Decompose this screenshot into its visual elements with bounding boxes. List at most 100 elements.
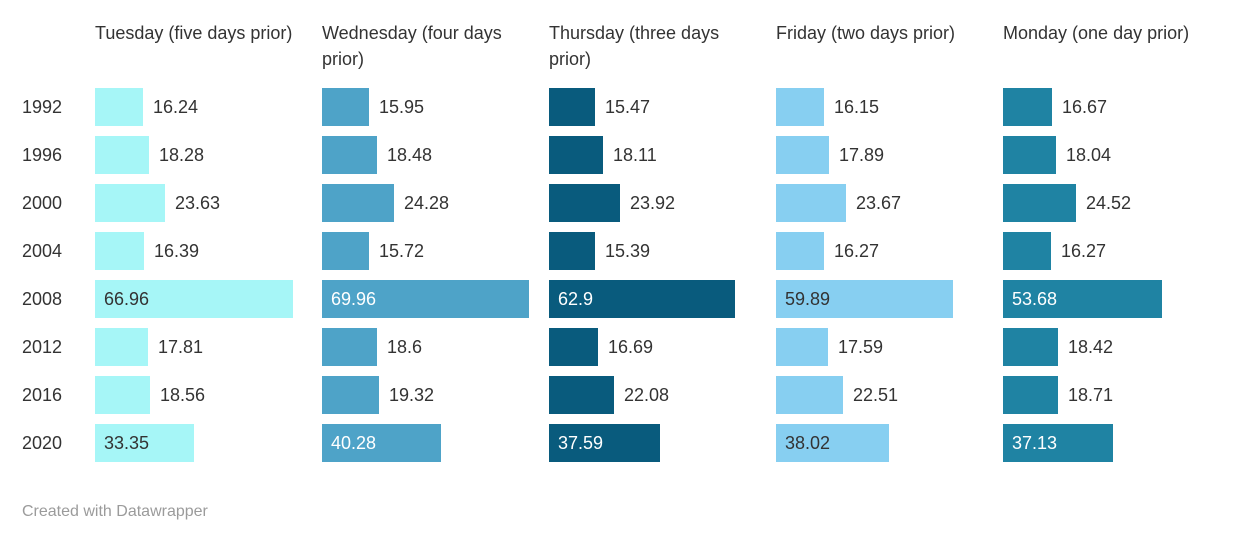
bar — [95, 376, 150, 414]
bar-cell: 23.67 — [776, 184, 1003, 222]
bar-cell: 17.89 — [776, 136, 1003, 174]
bar-cell: 40.28 — [322, 424, 549, 462]
bar — [1003, 280, 1162, 318]
bar-value-label: 17.59 — [838, 337, 884, 357]
bar-value-label: 18.48 — [387, 145, 433, 165]
row-label-year: 2012 — [22, 337, 63, 357]
bar-value-label: 24.52 — [1086, 193, 1132, 213]
row-label-year: 2020 — [22, 433, 63, 453]
bar-value-label: 16.69 — [608, 337, 654, 357]
bar-cell: 59.89 — [776, 280, 1003, 318]
bar-cell: 22.08 — [549, 376, 776, 414]
bar-value-label: 18.04 — [1066, 145, 1112, 165]
bar-cell: 16.27 — [1003, 232, 1230, 270]
bar-value-label: 66.96 — [104, 289, 150, 309]
bar — [776, 376, 843, 414]
bar — [1003, 328, 1058, 366]
row-label-year: 2000 — [22, 193, 63, 213]
bar-cell: 24.28 — [322, 184, 549, 222]
bar — [549, 232, 595, 270]
column-header: Wednesday (four days prior) — [322, 23, 502, 69]
bar — [776, 136, 829, 174]
bar-cell: 33.35 — [95, 424, 322, 462]
row-label-year: 2016 — [22, 385, 63, 405]
bar — [776, 232, 824, 270]
bar — [549, 328, 598, 366]
bar-value-label: 40.28 — [331, 433, 377, 453]
column-header: Monday (one day prior) — [1003, 23, 1190, 43]
bar-cell: 16.67 — [1003, 88, 1230, 126]
bar — [1003, 376, 1058, 414]
bar-value-label: 17.81 — [158, 337, 204, 357]
bar-value-label: 22.51 — [853, 385, 899, 405]
bar-value-label: 62.9 — [558, 289, 594, 309]
bar — [549, 88, 595, 126]
bar-value-label: 18.6 — [387, 337, 423, 357]
bar-value-label: 16.67 — [1062, 97, 1108, 117]
bar — [322, 328, 377, 366]
bar — [776, 280, 953, 318]
bar-value-label: 23.92 — [630, 193, 676, 213]
bar-cell: 62.9 — [549, 280, 776, 318]
bar-value-label: 59.89 — [785, 289, 831, 309]
bar-cell: 16.39 — [95, 232, 322, 270]
bar-cell: 18.6 — [322, 328, 549, 366]
bar — [549, 424, 660, 462]
bar-cell: 18.11 — [549, 136, 776, 174]
bar-cell: 18.71 — [1003, 376, 1230, 414]
bar-value-label: 15.47 — [605, 97, 651, 117]
bar-value-label: 18.28 — [159, 145, 205, 165]
bar-cell: 15.95 — [322, 88, 549, 126]
bar-cell: 18.04 — [1003, 136, 1230, 174]
bar — [95, 88, 143, 126]
bar — [1003, 184, 1076, 222]
bar-cell: 15.39 — [549, 232, 776, 270]
bar — [322, 136, 377, 174]
bar-value-label: 53.68 — [1012, 289, 1058, 309]
bar-cell: 37.13 — [1003, 424, 1230, 462]
bar — [322, 88, 369, 126]
bar — [776, 328, 828, 366]
bar-cell: 16.27 — [776, 232, 1003, 270]
column-header: Thursday (three days prior) — [549, 23, 720, 69]
bar-cell: 22.51 — [776, 376, 1003, 414]
bar — [95, 424, 194, 462]
bar — [776, 88, 824, 126]
bar-cell: 18.48 — [322, 136, 549, 174]
bar-value-label: 15.72 — [379, 241, 425, 261]
bar — [95, 184, 165, 222]
bar — [322, 376, 379, 414]
bar — [1003, 424, 1113, 462]
bar-cell: 16.69 — [549, 328, 776, 366]
bar-cell: 24.52 — [1003, 184, 1230, 222]
bar-value-label: 16.15 — [834, 97, 880, 117]
bar-value-label: 69.96 — [331, 289, 377, 309]
row-label-year: 1992 — [22, 97, 63, 117]
bar-value-label: 17.89 — [839, 145, 885, 165]
bar-cell: 18.56 — [95, 376, 322, 414]
bar-cell: 53.68 — [1003, 280, 1230, 318]
bar-value-label: 16.27 — [834, 241, 880, 261]
bar-value-label: 38.02 — [785, 433, 831, 453]
bar-value-label: 22.08 — [624, 385, 670, 405]
bar-cell: 37.59 — [549, 424, 776, 462]
datawrapper-credit-link[interactable]: Created with Datawrapper — [22, 503, 208, 520]
bar-value-label: 37.13 — [1012, 433, 1058, 453]
column-header: Friday (two days prior) — [776, 23, 956, 43]
bar-cell: 17.81 — [95, 328, 322, 366]
bar-cell: 16.15 — [776, 88, 1003, 126]
bar-value-label: 24.28 — [404, 193, 450, 213]
bar-cell: 15.47 — [549, 88, 776, 126]
bar — [1003, 232, 1051, 270]
bar-value-label: 23.63 — [175, 193, 221, 213]
bar-value-label: 18.56 — [160, 385, 206, 405]
bar-cell: 69.96 — [322, 280, 549, 318]
bar-cell: 18.28 — [95, 136, 322, 174]
bar — [322, 184, 394, 222]
bar-value-label: 18.42 — [1068, 337, 1114, 357]
bar-cell: 16.24 — [95, 88, 322, 126]
bar-value-label: 18.11 — [613, 145, 657, 165]
row-label-year: 2004 — [22, 241, 63, 261]
bar-value-label: 16.39 — [154, 241, 200, 261]
